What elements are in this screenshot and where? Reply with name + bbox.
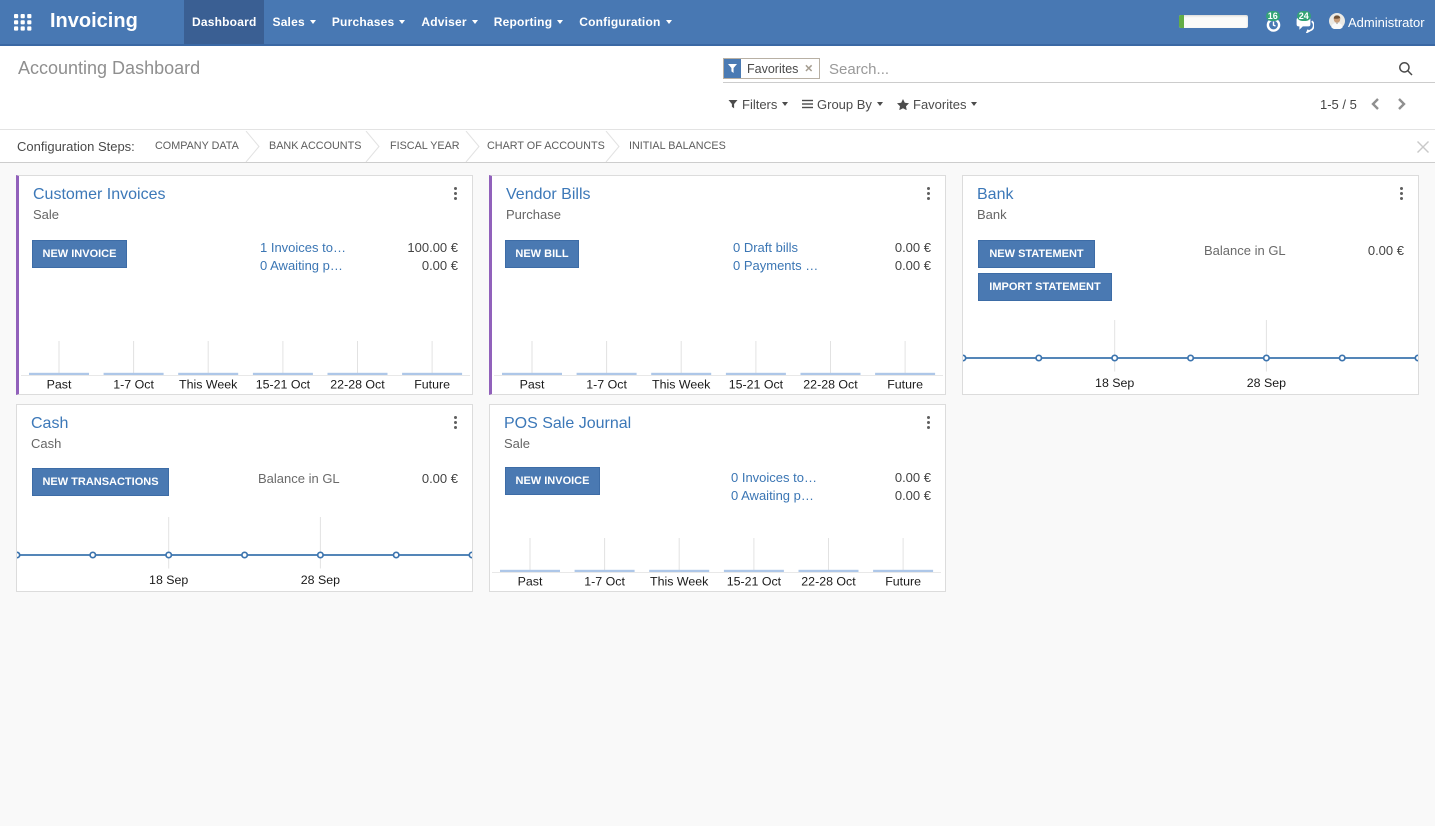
svg-text:This Week: This Week	[650, 575, 709, 589]
svg-text:Future: Future	[885, 575, 921, 589]
svg-text:28 Sep: 28 Sep	[1247, 376, 1286, 390]
svg-text:Past: Past	[520, 378, 545, 392]
svg-text:Future: Future	[414, 378, 450, 392]
svg-text:22-28 Oct: 22-28 Oct	[801, 575, 856, 589]
svg-text:18 Sep: 18 Sep	[1095, 376, 1134, 390]
svg-text:This Week: This Week	[652, 378, 711, 392]
svg-text:15-21 Oct: 15-21 Oct	[729, 378, 784, 392]
svg-text:1-7 Oct: 1-7 Oct	[586, 378, 627, 392]
svg-text:This Week: This Week	[179, 378, 238, 392]
svg-text:1-7 Oct: 1-7 Oct	[113, 378, 154, 392]
svg-text:Past: Past	[47, 378, 72, 392]
svg-text:15-21 Oct: 15-21 Oct	[256, 378, 311, 392]
svg-text:22-28 Oct: 22-28 Oct	[330, 378, 385, 392]
svg-text:1-7 Oct: 1-7 Oct	[584, 575, 625, 589]
svg-text:18 Sep: 18 Sep	[149, 573, 188, 587]
svg-text:15-21 Oct: 15-21 Oct	[727, 575, 782, 589]
svg-text:Future: Future	[887, 378, 923, 392]
svg-text:22-28 Oct: 22-28 Oct	[803, 378, 858, 392]
svg-text:Past: Past	[518, 575, 543, 589]
svg-text:28 Sep: 28 Sep	[301, 573, 340, 587]
